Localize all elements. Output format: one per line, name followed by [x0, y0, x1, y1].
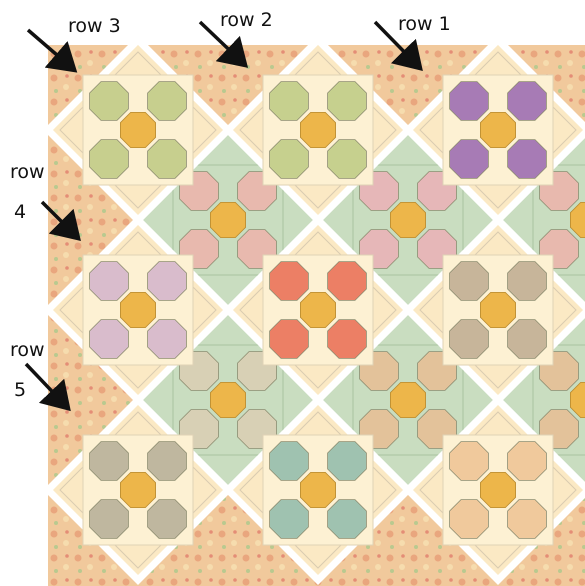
- petal: [89, 261, 129, 301]
- row-label: row 1: [398, 13, 451, 35]
- petal: [269, 261, 309, 301]
- flower-center: [209, 201, 247, 239]
- block-square: [172, 344, 284, 456]
- petal: [89, 441, 129, 481]
- flower-center: [120, 112, 157, 149]
- petal: [269, 441, 309, 481]
- flower-center: [570, 201, 585, 239]
- row-label: 5: [14, 379, 26, 401]
- arrow: [24, 362, 71, 412]
- block-square: [532, 344, 585, 456]
- block-square: [532, 164, 585, 276]
- flower-center: [209, 381, 247, 419]
- arrow: [373, 20, 423, 72]
- petal: [449, 441, 489, 481]
- flower-center: [299, 471, 337, 509]
- petal: [327, 319, 367, 359]
- block-square: [352, 164, 464, 276]
- block-square: [172, 164, 284, 276]
- petal: [89, 499, 129, 539]
- petal: [507, 319, 547, 359]
- petal: [327, 139, 367, 179]
- row-label: row 2: [220, 9, 273, 31]
- petal: [269, 81, 309, 121]
- arrow: [40, 200, 81, 241]
- row-labels: row 3 row 2 row 1 row 4 row 5: [10, 9, 451, 401]
- petal: [507, 139, 547, 179]
- row-label: row 3: [68, 15, 121, 37]
- arrow: [26, 28, 78, 73]
- petal: [269, 499, 309, 539]
- petal: [89, 319, 129, 359]
- petal: [449, 81, 489, 121]
- flower-center: [479, 112, 516, 149]
- petal: [147, 499, 187, 539]
- flower-center: [389, 201, 427, 239]
- petal: [147, 261, 187, 301]
- petal: [449, 139, 489, 179]
- flower-center: [299, 291, 337, 329]
- arrows: [24, 20, 423, 412]
- flower-center: [389, 381, 427, 419]
- row-label: 4: [14, 201, 26, 223]
- petal: [507, 499, 547, 539]
- petal: [147, 441, 187, 481]
- quilt-blocks: [48, 45, 585, 585]
- flower-center: [479, 291, 516, 329]
- block-square: [352, 344, 464, 456]
- petal: [449, 319, 489, 359]
- petal: [89, 81, 129, 121]
- petal: [269, 139, 309, 179]
- petal: [147, 81, 187, 121]
- petal: [327, 81, 367, 121]
- arrow: [198, 20, 249, 68]
- flower-center: [120, 471, 157, 509]
- flower-center: [479, 471, 516, 509]
- petal: [147, 139, 187, 179]
- petal: [507, 261, 547, 301]
- petal: [147, 319, 187, 359]
- petal: [327, 261, 367, 301]
- petal: [269, 319, 309, 359]
- petal: [449, 261, 489, 301]
- petal: [449, 499, 489, 539]
- petal: [327, 499, 367, 539]
- flower-center: [570, 381, 585, 419]
- row-label: row: [10, 339, 45, 361]
- flower-center: [299, 112, 337, 149]
- row-label: row: [10, 161, 45, 183]
- petal: [507, 441, 547, 481]
- petal: [89, 139, 129, 179]
- petal: [507, 81, 547, 121]
- petal: [327, 441, 367, 481]
- flower-center: [120, 291, 157, 329]
